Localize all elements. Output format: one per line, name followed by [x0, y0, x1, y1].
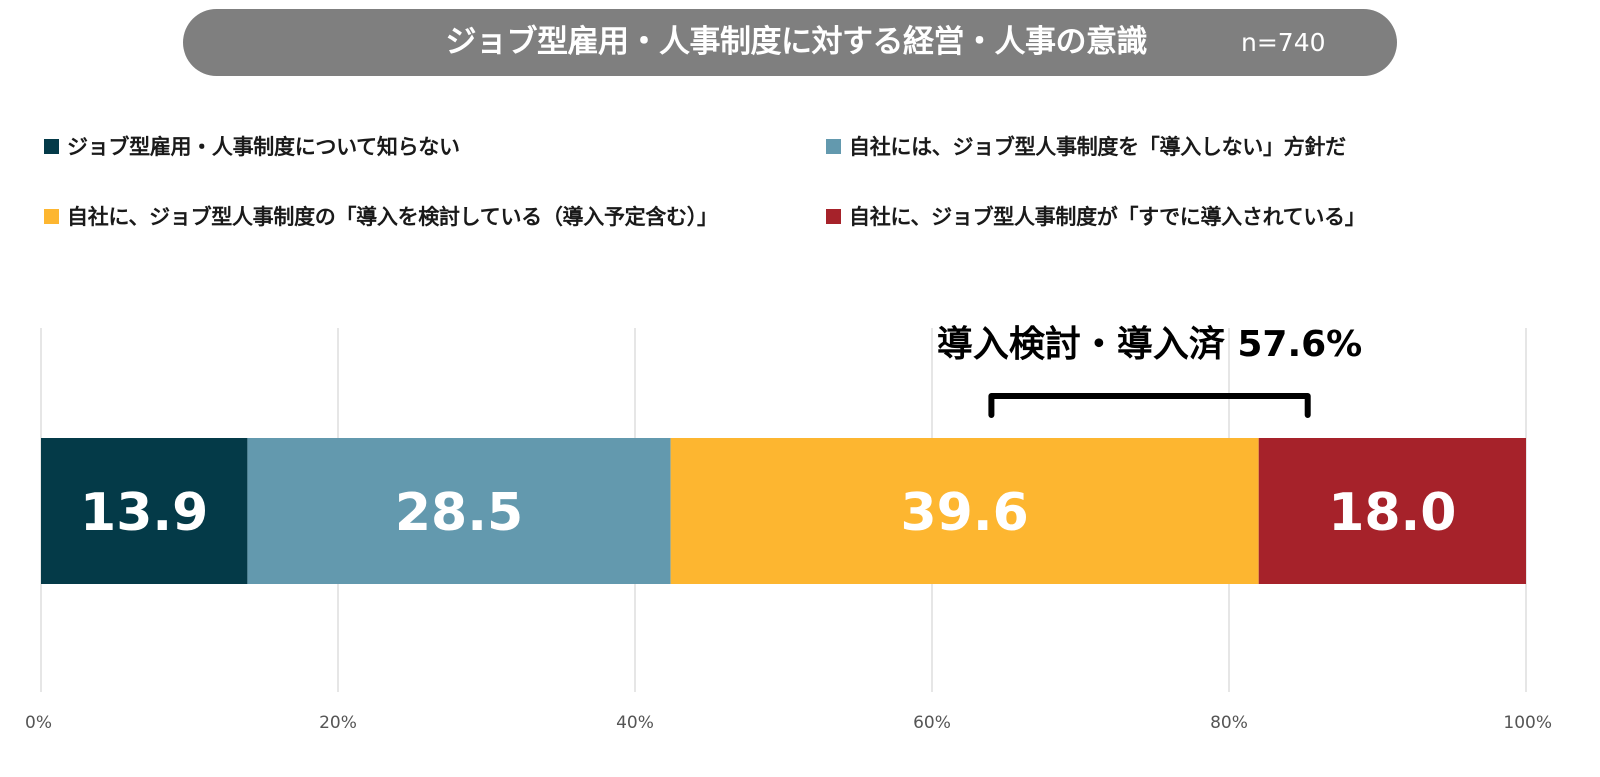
x-tick-label: 80%: [1210, 713, 1248, 733]
legend-label-not-adopting: 自社には、ジョブ型人事制度を「導入しない」方針だ: [849, 135, 1346, 159]
bar-value-label: 39.6: [901, 483, 1029, 543]
x-tick-labels: 0% 20% 40% 60% 80% 100%: [25, 713, 1552, 733]
bar-segment: [41, 438, 248, 584]
chart-title-banner: ジョブ型雇用・人事制度に対する経営・人事の意識 n=740: [183, 9, 1397, 76]
legend-label-unaware: ジョブ型雇用・人事制度について知らない: [67, 135, 460, 159]
legend-label-considering: 自社に、ジョブ型人事制度の「導入を検討している（導入予定含む）」: [67, 205, 718, 229]
x-tick-label: 40%: [616, 713, 654, 733]
legend-label-already-adopted: 自社に、ジョブ型人事制度が「すでに導入されている」: [849, 205, 1366, 229]
x-tick-label: 20%: [319, 713, 357, 733]
legend-swatch-considering: [44, 208, 59, 224]
bar-value-label: 13.9: [80, 483, 208, 543]
annotation-bracket: [988, 393, 1311, 418]
bar-segment: [247, 438, 671, 584]
legend-swatch-already-adopted: [826, 208, 841, 224]
annotation-text: 導入検討・導入済 57.6%: [937, 324, 1362, 365]
x-tick-label: 100%: [1503, 713, 1552, 733]
chart-title: ジョブ型雇用・人事制度に対する経営・人事の意識: [445, 24, 1148, 60]
legend-swatch-unaware: [44, 138, 59, 154]
legend-swatch-not-adopting: [826, 138, 841, 154]
bar-segment: [1258, 438, 1526, 584]
x-tick-label: 0%: [25, 713, 52, 733]
bar-segment: [670, 438, 1259, 584]
legend-item-already-adopted: 自社に、ジョブ型人事制度が「すでに導入されている」: [826, 201, 1366, 231]
sample-size: n=740: [1241, 28, 1326, 57]
legend-item-considering: 自社に、ジョブ型人事制度の「導入を検討している（導入予定含む）」: [44, 201, 718, 231]
legend-item-unaware: ジョブ型雇用・人事制度について知らない: [44, 131, 460, 161]
x-tick-label: 60%: [913, 713, 951, 733]
annotation: 導入検討・導入済 57.6%: [937, 324, 1362, 418]
bar-segments: [41, 438, 1526, 584]
bar-value-label: 28.5: [395, 483, 523, 543]
bar-value-label: 18.0: [1328, 483, 1456, 543]
legend-item-not-adopting: 自社には、ジョブ型人事制度を「導入しない」方針だ: [826, 131, 1346, 161]
bar-value-labels: 13.9 28.5 39.6 18.0: [80, 483, 1456, 543]
